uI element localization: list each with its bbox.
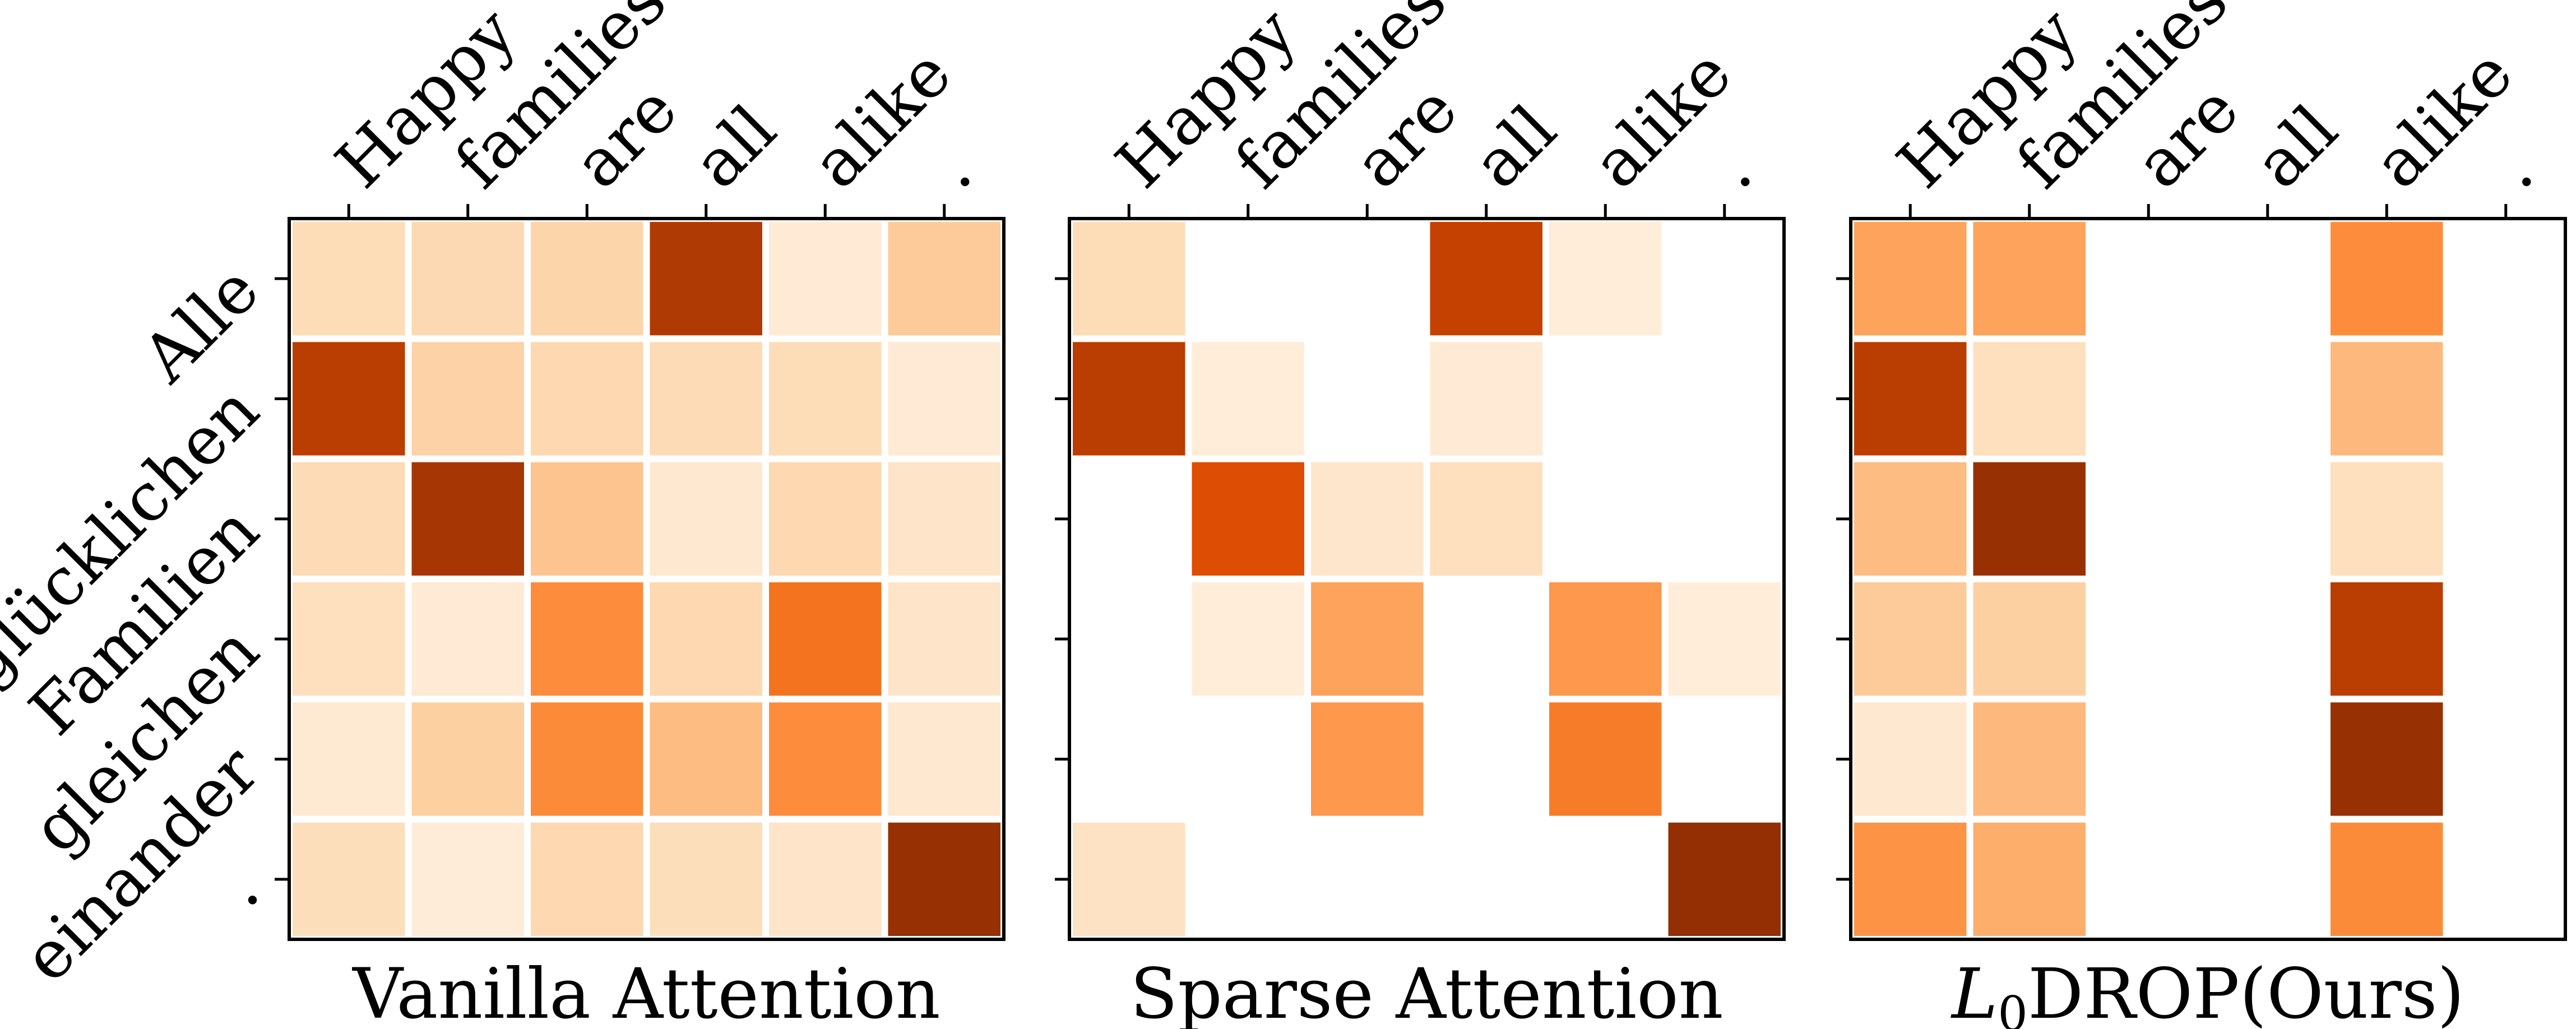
heatmap-cell-r1-c5 <box>888 342 1000 456</box>
heatmap-cell-r3-c1 <box>1192 582 1304 696</box>
heatmap-cell-r1-c2 <box>531 342 643 456</box>
heatmap-cell-r1-c3 <box>650 342 762 456</box>
panel-frame <box>1068 217 1786 941</box>
heatmap-cell-r0-c0 <box>1073 222 1185 336</box>
x-tick-label: all <box>1458 90 1571 203</box>
heatmap-cell-r2-c2 <box>531 462 643 576</box>
heatmap-cell-r5-c3 <box>650 822 762 936</box>
heatmap-cell-r5-c4 <box>769 822 882 936</box>
heatmap-cell-r4-c4 <box>2331 702 2443 816</box>
heatmap-cell-r0-c3 <box>1430 222 1542 336</box>
heatmap-cell-r2-c1 <box>411 462 524 576</box>
heatmap-cell-r1-c4 <box>2331 342 2443 456</box>
heatmap-cell-r4-c5 <box>888 702 1000 816</box>
x-tick-label: all <box>2240 90 2352 203</box>
heatmap-cell-r4-c1 <box>1973 702 2086 816</box>
heatmap-cell-r4-c3 <box>650 702 762 816</box>
heatmap-cell-r2-c2 <box>1311 462 1424 576</box>
heatmap-cell-r0-c1 <box>1973 222 2086 336</box>
heatmap-cell-r2-c0 <box>293 462 405 576</box>
heatmap-cell-r4-c4 <box>1549 702 1662 816</box>
x-tick-label: all <box>678 90 791 203</box>
heatmap-cell-r5-c2 <box>531 822 643 936</box>
y-tick-label: . <box>204 851 274 921</box>
heatmap-cell-r5-c1 <box>1973 822 2086 936</box>
x-tick-label: . <box>2478 133 2547 203</box>
heatmap-cell-r3-c5 <box>1668 582 1781 696</box>
heatmap-cell-r0-c4 <box>1549 222 1662 336</box>
x-tick-label: . <box>1697 133 1766 203</box>
x-tick-label: alike <box>1577 34 1746 203</box>
heatmap-cell-r5-c5 <box>888 822 1000 936</box>
heatmap-cell-r0-c2 <box>531 222 643 336</box>
heatmap-cell-r1-c1 <box>1973 342 2086 456</box>
heatmap-cell-r3-c4 <box>769 582 882 696</box>
heatmap-cell-r2-c4 <box>769 462 882 576</box>
heatmap-cell-r5-c0 <box>1854 822 1967 936</box>
heatmap-cell-r0-c1 <box>411 222 524 336</box>
heatmap-cell-r1-c4 <box>769 342 882 456</box>
heatmap-cell-r4-c2 <box>531 702 643 816</box>
heatmap-cell-r1-c0 <box>293 342 405 456</box>
heatmap-cell-r1-c0 <box>1854 342 1967 456</box>
heatmap-cell-r2-c3 <box>1430 462 1542 576</box>
heatmap-cell-r3-c4 <box>1549 582 1662 696</box>
heatmap-cell-r0-c4 <box>769 222 882 336</box>
heatmap-cell-r1-c1 <box>411 342 524 456</box>
panel-title: Vanilla Attention <box>351 954 940 1029</box>
y-tick-label: Alle <box>127 251 274 397</box>
heatmap-cell-r3-c5 <box>888 582 1000 696</box>
heatmap-cell-r0-c0 <box>1854 222 1967 336</box>
heatmap-cell-r0-c4 <box>2331 222 2443 336</box>
heatmap-cell-r5-c0 <box>293 822 405 936</box>
heatmap-cell-r0-c3 <box>650 222 762 336</box>
heatmap-cell-r0-c5 <box>888 222 1000 336</box>
x-tick-label: alike <box>2359 34 2527 203</box>
heatmap-cell-r2-c1 <box>1973 462 2086 576</box>
heatmap-cell-r4-c4 <box>769 702 882 816</box>
heatmap-cell-r3-c1 <box>411 582 524 696</box>
panel-title: L0DROP(Ours) <box>1950 954 2464 1029</box>
heatmap-cell-r2-c1 <box>1192 462 1304 576</box>
heatmap-cell-r5-c5 <box>1668 822 1781 936</box>
x-tick-label: . <box>916 133 986 203</box>
heatmap-cell-r4-c2 <box>1311 702 1424 816</box>
heatmap-cell-r5-c1 <box>411 822 524 936</box>
heatmap-cell-r4-c0 <box>293 702 405 816</box>
panel-title: Sparse Attention <box>1130 954 1723 1029</box>
heatmap-cell-r2-c4 <box>2331 462 2443 576</box>
heatmap-cell-r3-c2 <box>531 582 643 696</box>
heatmap-cell-r1-c0 <box>1073 342 1185 456</box>
heatmap-cell-r4-c1 <box>411 702 524 816</box>
heatmap-cell-r3-c3 <box>650 582 762 696</box>
panel-frame <box>288 217 1006 941</box>
heatmap-cell-r2-c0 <box>1854 462 1967 576</box>
heatmap-cell-r1-c1 <box>1192 342 1304 456</box>
heatmap-cell-r3-c1 <box>1973 582 2086 696</box>
heatmap-cell-r3-c2 <box>1311 582 1424 696</box>
heatmap-cell-r3-c0 <box>1854 582 1967 696</box>
heatmap-cell-r3-c4 <box>2331 582 2443 696</box>
heatmap-cell-r2-c3 <box>650 462 762 576</box>
heatmap-cell-r0-c0 <box>293 222 405 336</box>
heatmap-cell-r4-c0 <box>1854 702 1967 816</box>
heatmap-cell-r1-c3 <box>1430 342 1542 456</box>
x-tick-label: alike <box>797 34 966 203</box>
heatmap-cell-r2-c5 <box>888 462 1000 576</box>
heatmap-cell-r5-c0 <box>1073 822 1185 936</box>
panel-frame <box>1849 217 2567 941</box>
heatmap-cell-r5-c4 <box>2331 822 2443 936</box>
heatmap-cell-r3-c0 <box>293 582 405 696</box>
